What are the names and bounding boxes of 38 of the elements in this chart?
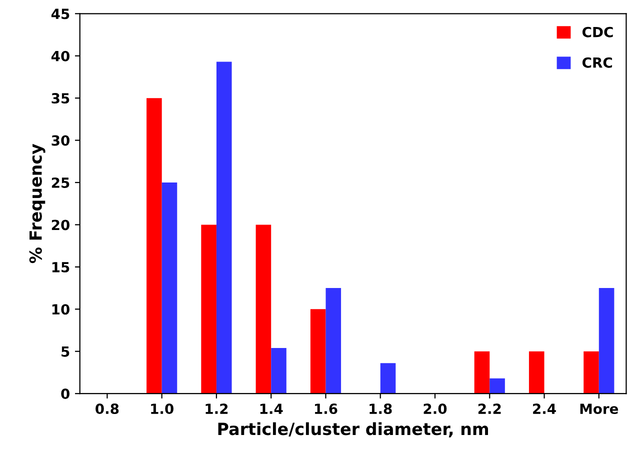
y-tick-label: 5 xyxy=(62,346,70,357)
bar xyxy=(380,363,396,394)
bar xyxy=(310,309,326,394)
bar xyxy=(528,351,544,394)
bar xyxy=(146,98,162,394)
bar xyxy=(256,224,272,394)
x-tick-label: 2.0 xyxy=(424,404,447,414)
x-tick-label: 2.2 xyxy=(478,404,501,414)
y-tick-label: 10 xyxy=(52,304,70,315)
x-tick-label: 1.0 xyxy=(151,404,174,414)
x-tick-label: More xyxy=(580,404,618,414)
y-tick-label: 0 xyxy=(61,388,70,400)
legend-label: CRC xyxy=(582,57,612,68)
y-tick-label: 30 xyxy=(52,135,70,146)
y-tick-label: 45 xyxy=(51,8,70,20)
bar xyxy=(201,224,216,394)
y-tick-label: 35 xyxy=(52,93,70,104)
bar xyxy=(326,288,342,394)
y-tick-label: 25 xyxy=(52,177,70,188)
x-tick-label: 1.6 xyxy=(314,404,338,414)
x-tick-label: 2.4 xyxy=(533,404,556,414)
bar xyxy=(490,378,505,394)
bar xyxy=(598,288,614,394)
y-tick-label: 20 xyxy=(52,220,70,230)
x-tick-label: 1.8 xyxy=(370,404,392,414)
bar xyxy=(584,351,599,394)
bar xyxy=(162,182,178,394)
bar xyxy=(474,351,490,394)
y-axis-title: % Frequency xyxy=(29,144,46,264)
y-tick-label: 15 xyxy=(52,262,70,272)
bar xyxy=(271,348,286,394)
y-tick-label: 40 xyxy=(51,50,70,62)
x-tick-label: 0.8 xyxy=(96,404,119,414)
bar xyxy=(216,62,232,394)
x-tick-label: 1.2 xyxy=(206,404,228,414)
legend-label: CDC xyxy=(582,26,613,38)
x-tick-label: 1.4 xyxy=(260,404,283,414)
x-axis-title: Particle/cluster diameter, nm xyxy=(218,422,488,438)
